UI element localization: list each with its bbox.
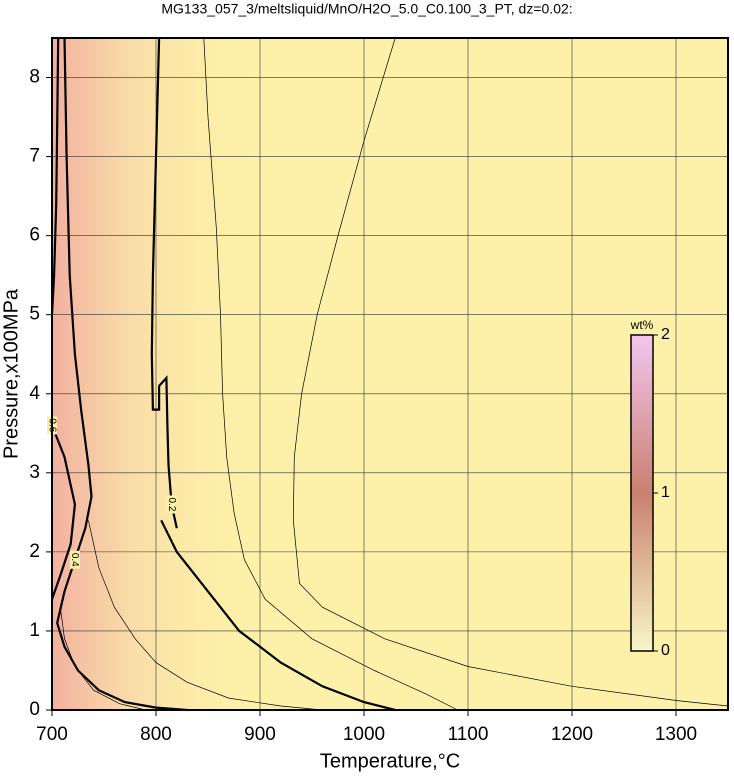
y-tick-label: 3	[29, 462, 40, 483]
x-tick-label: 700	[36, 724, 68, 745]
chart-title: MG133_057_3/meltsliquid/MnO/H2O_5.0_C0.1…	[161, 1, 572, 17]
y-tick-label: 0	[29, 699, 40, 720]
contour-line	[88, 520, 323, 711]
x-tick-label: 900	[244, 724, 276, 745]
contour-label: 0.2	[166, 497, 177, 511]
contour-line	[203, 37, 458, 711]
y-tick-label: 2	[29, 541, 40, 562]
colorbar-tick-label: 1	[661, 484, 670, 501]
y-tick-label: 8	[29, 67, 40, 88]
plot-border	[51, 37, 729, 711]
contour-line	[292, 37, 729, 707]
colorbar-label: wt%	[630, 318, 654, 332]
contour-line	[150, 37, 396, 712]
x-tick-label: 1200	[551, 724, 593, 745]
contour-line	[50, 37, 77, 600]
y-tick-label: 7	[29, 146, 40, 167]
x-tick-label: 1300	[655, 724, 697, 745]
y-tick-label: 1	[29, 620, 40, 641]
x-axis-label: Temperature,°C	[320, 750, 460, 772]
heat-shading	[52, 38, 728, 710]
y-tick-label: 4	[29, 383, 40, 404]
x-tick-label: 800	[140, 724, 172, 745]
colorbar-tick-label: 0	[661, 642, 670, 659]
contour-line	[59, 607, 146, 711]
x-tick-label: 1100	[448, 724, 489, 745]
y-axis-label: Pressure,x100MPa	[0, 288, 22, 459]
y-tick-label: 5	[29, 304, 40, 325]
colorbar-tick-label: 2	[661, 326, 670, 343]
colorbar	[630, 334, 654, 652]
contour-label-bg	[166, 495, 177, 514]
x-tick-label: 1000	[343, 724, 385, 745]
y-tick-label: 6	[29, 225, 40, 246]
contour-label-bg	[69, 550, 80, 569]
contour-label: 0.4	[69, 553, 80, 567]
